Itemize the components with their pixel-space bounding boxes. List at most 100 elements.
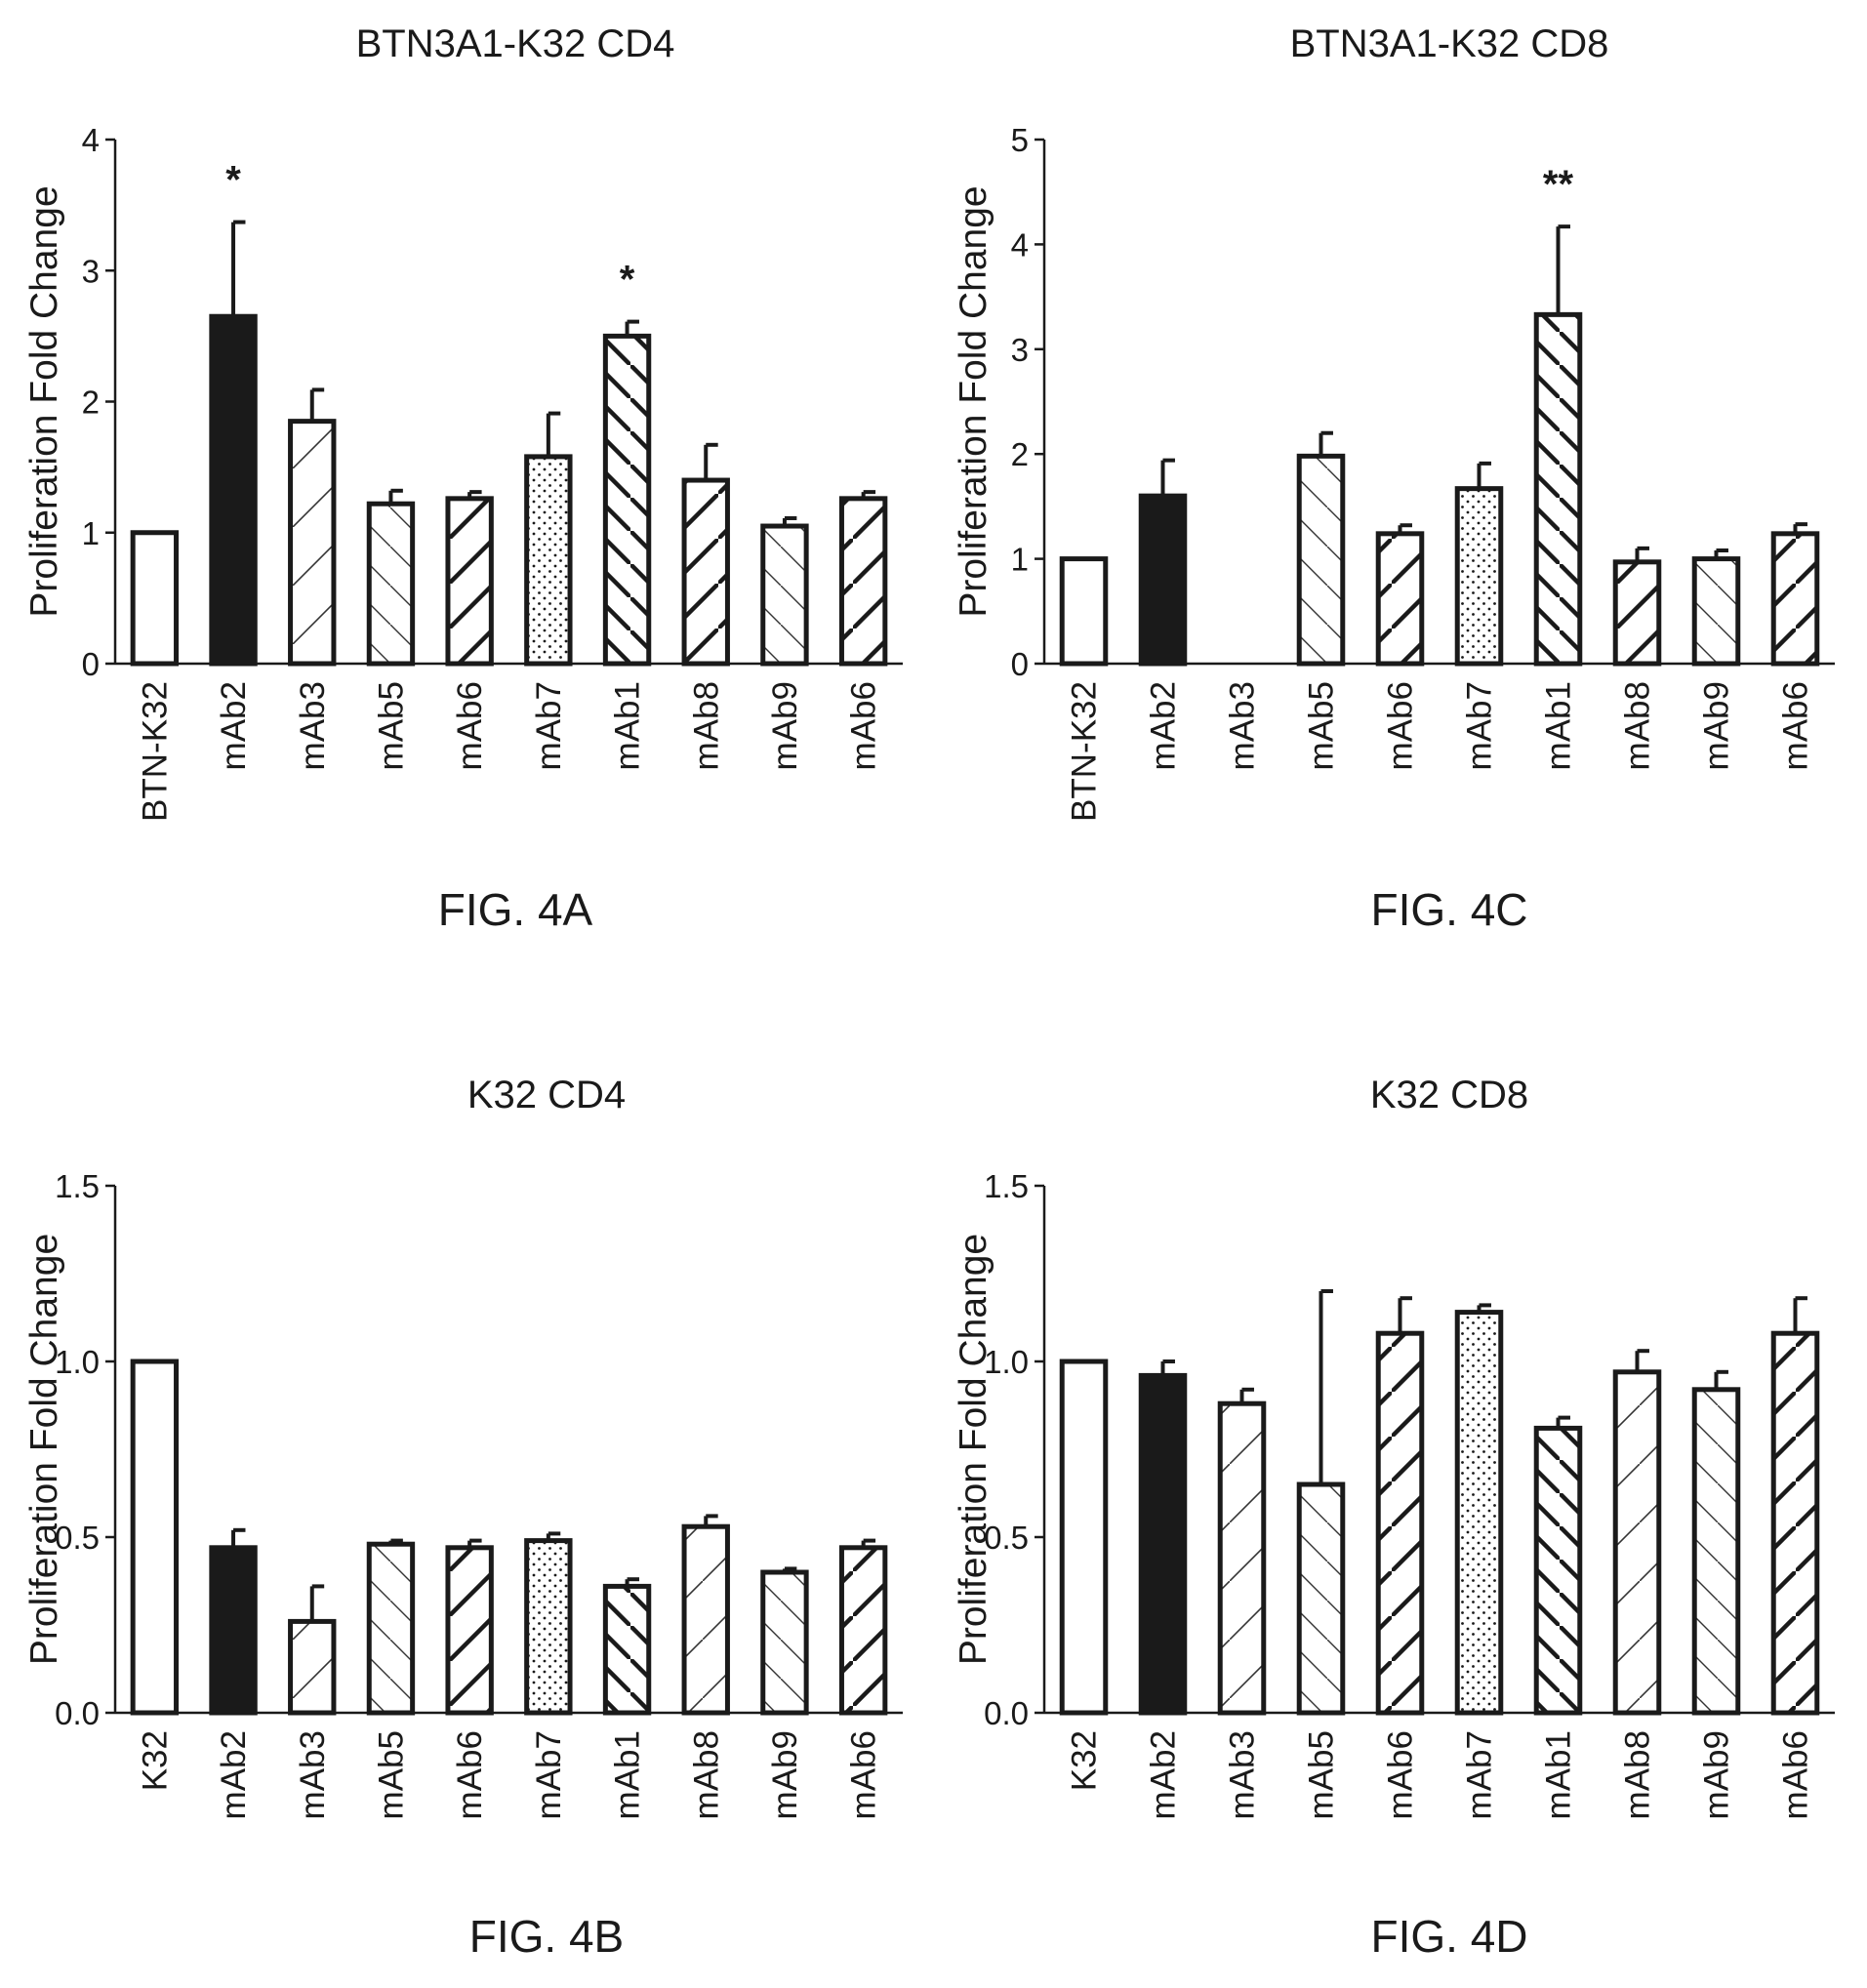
chart-panel: K32 CD8 FIG. 4D Proliferation Fold Change 0… [953,1074,1835,1962]
chart-panel: BTN3A1-K32 CD4 FIG. 4A Proliferation Fold … [23,22,903,935]
figure-caption: FIG. 4C [1370,884,1527,935]
x-category-label: mAb7 [1461,681,1499,770]
x-category-label: mAb6 [451,681,489,770]
bar [1138,1372,1188,1716]
bar [1454,1310,1504,1716]
bar [1375,1330,1425,1716]
y-axis-label: Proliferation Fold Change [23,185,65,617]
y-tick-label: 0 [82,646,100,682]
y-tick-label: 3 [1011,332,1029,368]
chart-title: K32 CD8 [1370,1074,1528,1116]
bar [288,419,337,667]
bar [1296,453,1346,667]
x-category-label: mAb6 [845,681,883,770]
bar [1612,559,1662,667]
bar [445,496,494,667]
x-category-label: K32 [1066,1730,1104,1791]
y-tick-label: 1 [1011,542,1029,578]
x-category-label: mAb3 [1224,1730,1262,1819]
significance-marker: * [620,259,635,302]
bar [1691,556,1741,667]
chart-title: K32 CD4 [467,1074,626,1116]
y-tick-label: 1 [82,515,100,551]
x-category-label: mAb3 [294,1730,332,1819]
bar [602,333,652,667]
x-category-label: mAb6 [451,1730,489,1819]
y-tick-label: 0.5 [55,1520,100,1556]
significance-marker: ** [1543,163,1574,206]
x-category-label: mAb6 [1777,1730,1815,1819]
bar [1691,1387,1741,1716]
figure-caption: FIG. 4A [438,884,593,935]
x-category-label: mAb8 [1619,681,1657,770]
bar [1770,531,1820,667]
y-tick-label: 4 [1011,226,1029,263]
y-tick-label: 2 [82,385,100,421]
bar [1138,493,1188,667]
x-category-label: mAb6 [845,1730,883,1819]
x-category-label: mAb5 [1303,681,1341,770]
x-category-label: mAb8 [687,681,725,770]
y-tick-label: 2 [1011,436,1029,472]
y-tick-label: 1.5 [984,1168,1029,1204]
chart-title: BTN3A1-K32 CD4 [356,22,675,65]
bar [1296,1481,1346,1716]
bar [1612,1369,1662,1716]
y-tick-label: 4 [82,122,100,158]
x-category-label: BTN-K32 [1066,681,1104,822]
x-category-label: mAb9 [1698,1730,1736,1819]
y-tick-label: 3 [82,253,100,289]
bar [760,523,809,667]
bar [1375,531,1425,667]
bar [1533,1425,1583,1716]
bar [209,313,258,667]
significance-marker: * [225,159,241,202]
x-category-label: mAb6 [1382,1730,1420,1819]
x-category-label: BTN-K32 [136,681,174,822]
bar [1059,556,1109,667]
bar [681,1523,730,1716]
bar [1454,486,1504,667]
bar [445,1545,494,1716]
bar [760,1569,809,1716]
bar [1217,1400,1267,1716]
bar [1533,311,1583,667]
y-tick-label: 0.0 [55,1695,100,1731]
x-category-label: mAb2 [1145,681,1183,770]
chart-panel: BTN3A1-K32 CD8 FIG. 4C Proliferation Fold … [953,22,1835,935]
bar [838,1545,888,1716]
x-category-label: mAb1 [1540,1730,1578,1819]
y-tick-label: 0 [1011,646,1029,682]
x-category-label: mAb6 [1382,681,1420,770]
x-category-label: mAb1 [1540,681,1578,770]
x-category-label: mAb2 [1145,1730,1183,1819]
y-tick-label: 1.0 [984,1344,1029,1380]
x-category-label: mAb9 [766,681,804,770]
x-category-label: K32 [136,1730,174,1791]
bar [130,530,180,667]
bar [209,1545,258,1716]
bar [602,1583,652,1716]
y-tick-label: 5 [1011,122,1029,158]
x-category-label: mAb8 [687,1730,725,1819]
y-axis-label: Proliferation Fold Change [953,1234,994,1665]
x-category-label: mAb1 [609,1730,647,1819]
x-category-label: mAb5 [372,1730,410,1819]
x-category-label: mAb7 [1461,1730,1499,1819]
bar [524,454,573,667]
bar [1059,1359,1109,1716]
x-category-label: mAb5 [372,681,410,770]
y-tick-label: 0.0 [984,1695,1029,1731]
x-category-label: mAb6 [1777,681,1815,770]
y-axis-label: Proliferation Fold Change [953,185,994,617]
bar [288,1618,337,1716]
bar [838,496,888,667]
x-category-label: mAb2 [215,1730,253,1819]
x-category-label: mAb7 [530,1730,568,1819]
bar [366,1541,416,1716]
bar [681,477,730,667]
y-tick-label: 1.0 [55,1344,100,1380]
figure-caption: FIG. 4D [1370,1911,1527,1962]
y-tick-label: 1.5 [55,1168,100,1204]
